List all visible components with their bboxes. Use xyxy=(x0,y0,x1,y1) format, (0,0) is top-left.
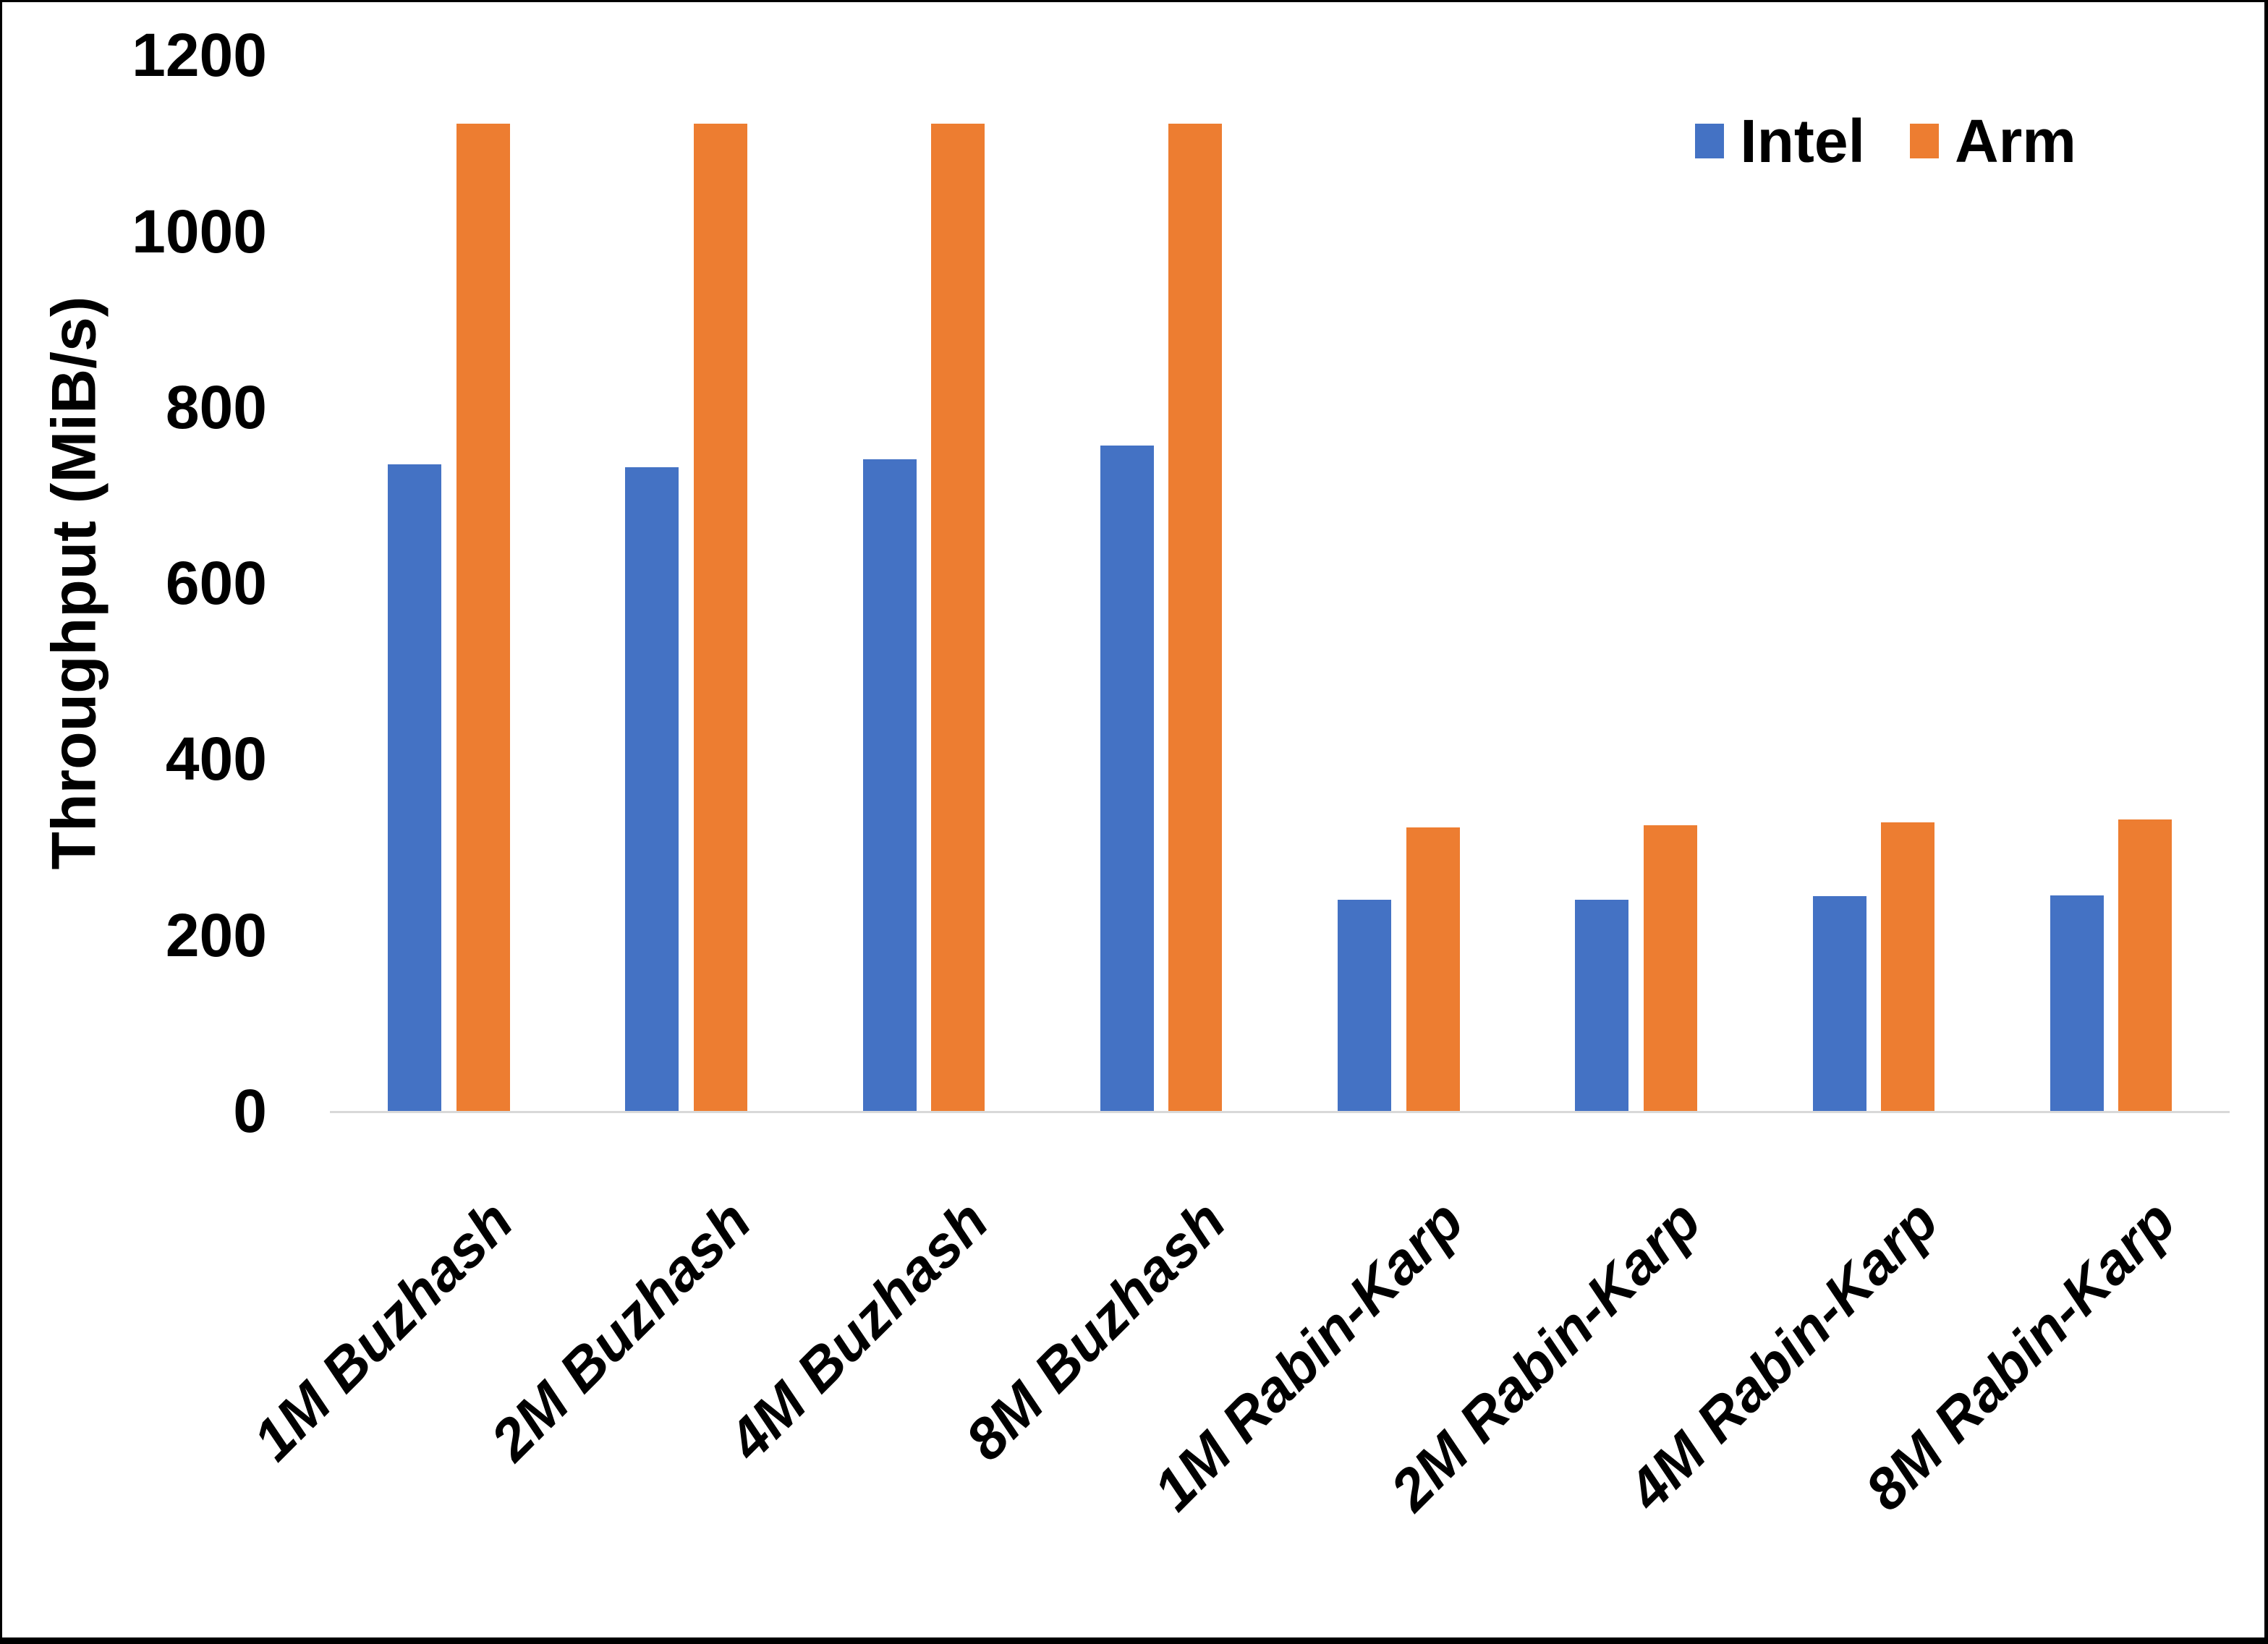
legend-swatch-arm xyxy=(1909,124,1939,158)
bar-intel xyxy=(388,464,442,1111)
legend-item-intel: Intel xyxy=(1695,111,1865,171)
bar-intel xyxy=(625,467,679,1111)
bar-arm xyxy=(2118,819,2173,1111)
y-tick-label: 600 xyxy=(165,549,267,618)
bar-arm xyxy=(1168,124,1223,1111)
y-tick-label: 0 xyxy=(233,1077,267,1145)
y-tick-label: 800 xyxy=(165,372,267,441)
y-tick-label: 400 xyxy=(165,725,267,793)
bar-intel xyxy=(1812,896,1866,1111)
legend: Intel Arm xyxy=(1695,111,2076,171)
legend-item-arm: Arm xyxy=(1909,107,2076,175)
bar-intel xyxy=(862,459,917,1111)
bar-intel xyxy=(2050,895,2104,1111)
y-tick-label: 1200 xyxy=(132,21,267,90)
bar-intel xyxy=(1100,446,1154,1111)
bar-arm xyxy=(931,124,985,1111)
legend-label: Intel xyxy=(1740,107,1865,175)
bar-intel xyxy=(1338,900,1392,1111)
x-axis-line xyxy=(330,1111,2230,1113)
bar-arm xyxy=(693,124,747,1111)
y-tick-label: 200 xyxy=(165,900,267,969)
bar-arm xyxy=(1643,825,1697,1111)
legend-label: Arm xyxy=(1954,107,2076,175)
y-tick-label: 1000 xyxy=(132,197,267,265)
bar-arm xyxy=(1881,822,1935,1111)
bar-arm xyxy=(456,124,510,1111)
legend-swatch-intel xyxy=(1695,124,1725,158)
bar-arm xyxy=(1406,827,1460,1111)
bar-intel xyxy=(1575,900,1629,1111)
